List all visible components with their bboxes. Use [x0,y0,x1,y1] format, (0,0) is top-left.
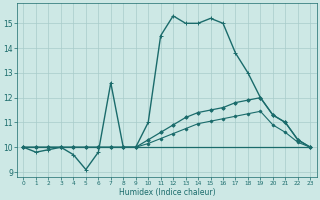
X-axis label: Humidex (Indice chaleur): Humidex (Indice chaleur) [119,188,215,197]
